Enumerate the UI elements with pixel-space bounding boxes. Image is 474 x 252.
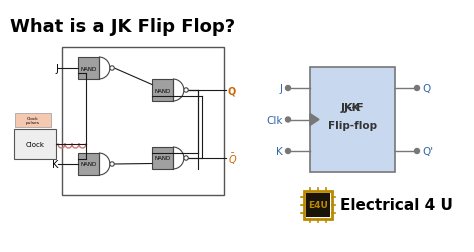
Text: J: J (55, 64, 58, 74)
Text: Q: Q (422, 84, 430, 94)
Text: Clock: Clock (26, 141, 45, 147)
Bar (304, 191, 332, 219)
Bar (62, 48, 224, 195)
Circle shape (110, 67, 114, 71)
Circle shape (285, 149, 291, 154)
Text: $\bar{Q}$: $\bar{Q}$ (228, 151, 237, 166)
Text: NAND: NAND (81, 162, 97, 167)
Bar (15, 114, 51, 128)
Circle shape (285, 117, 291, 122)
Bar (14, 130, 56, 159)
Text: J: J (280, 84, 283, 94)
Text: Flip-flop: Flip-flop (328, 120, 377, 130)
Text: Q: Q (228, 86, 236, 96)
Text: Clk: Clk (266, 115, 283, 125)
Text: JK-F: JK-F (341, 103, 365, 112)
Text: K: K (52, 159, 58, 169)
Bar (152, 147, 173, 169)
Text: E4U: E4U (308, 201, 328, 210)
Bar (310, 68, 395, 172)
Circle shape (414, 86, 419, 91)
Text: NAND: NAND (155, 156, 171, 161)
Text: What is a JK Flip Flop?: What is a JK Flip Flop? (10, 18, 235, 36)
Bar (152, 80, 173, 102)
Text: J-K: J-K (344, 103, 361, 112)
Text: K: K (276, 146, 283, 156)
Circle shape (414, 149, 419, 154)
Text: NAND: NAND (81, 66, 97, 71)
Bar (78, 58, 99, 80)
Circle shape (285, 86, 291, 91)
Polygon shape (310, 114, 319, 126)
Circle shape (110, 162, 114, 167)
Bar (78, 153, 99, 175)
Circle shape (184, 156, 188, 161)
Bar (306, 193, 330, 217)
Text: Clock
pulses: Clock pulses (26, 116, 40, 125)
Text: NAND: NAND (155, 88, 171, 93)
Text: Electrical 4 U: Electrical 4 U (340, 198, 453, 213)
Text: Q': Q' (422, 146, 433, 156)
Circle shape (184, 88, 188, 93)
